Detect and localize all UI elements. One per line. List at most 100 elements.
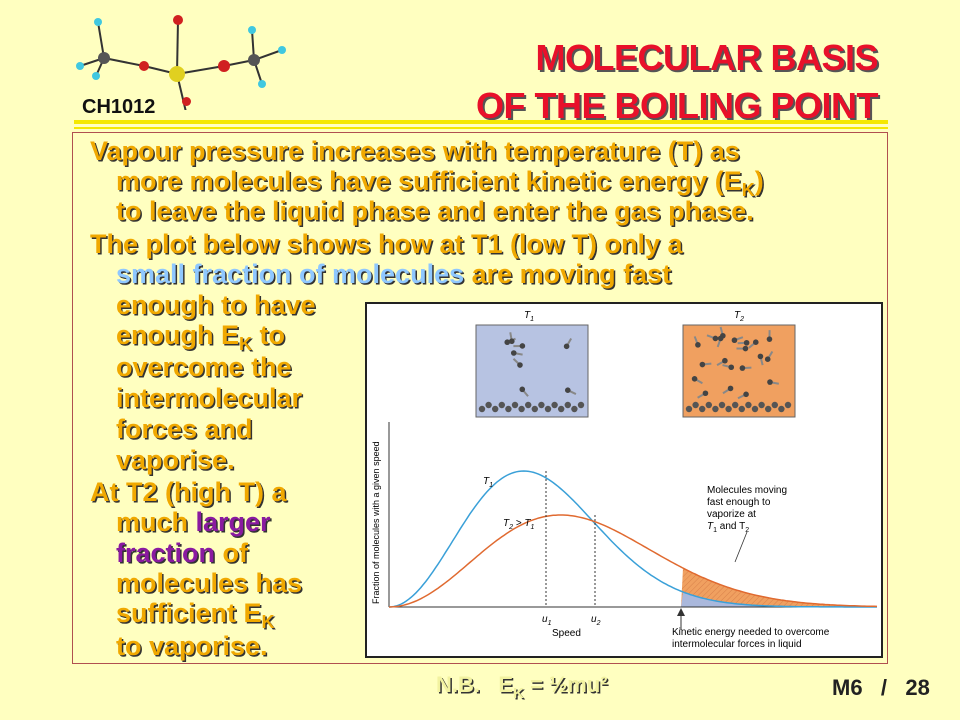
speed-distribution-figure: T1 T2 Fraction of molecules with a given… <box>365 302 883 658</box>
gas-molecule <box>519 386 526 393</box>
gas-molecule <box>519 343 526 349</box>
gas-molecule <box>722 357 728 364</box>
text-line: intermolecular <box>116 383 303 413</box>
logo-bottom-dot-icon <box>182 97 191 106</box>
nb-formula: N.B. EK = ½mu² <box>436 672 608 702</box>
liquid-molecule <box>771 401 778 409</box>
text-line: fraction of <box>116 538 249 568</box>
liquid-molecule <box>531 405 538 413</box>
liquid-molecule <box>692 401 699 409</box>
text-line: to leave the liquid phase and enter the … <box>116 196 754 226</box>
highlight-larger: larger <box>195 507 271 537</box>
t1-curve-label: T1 <box>483 476 493 489</box>
t2-distribution-curve <box>388 514 879 608</box>
liquid-molecule <box>485 401 492 409</box>
liquid-molecule <box>492 405 499 413</box>
liquid-molecule <box>544 405 552 413</box>
liquid-molecule <box>505 405 512 413</box>
u2-label: u2 <box>591 614 601 627</box>
gas-molecule <box>743 339 750 346</box>
gas-molecule <box>739 365 746 371</box>
vaporize-annotation: Molecules moving fast enough to vaporize… <box>707 485 787 534</box>
x-axis-label: Speed <box>552 628 581 639</box>
gas-molecule <box>712 335 719 342</box>
text-line: much larger <box>116 507 271 537</box>
content-box <box>72 132 888 664</box>
text-line: forces and <box>116 414 253 444</box>
text-line: enough to have <box>116 290 316 320</box>
molecule-logo-icon <box>76 15 286 110</box>
liquid-molecule <box>571 405 578 413</box>
t2-box-label: T2 <box>734 310 744 323</box>
gas-molecule <box>742 345 749 352</box>
gas-molecule <box>757 353 764 360</box>
gas-molecule <box>564 387 571 393</box>
slide-number: M6 / 28 <box>832 675 930 700</box>
gas-molecule <box>508 338 515 345</box>
liquid-molecule <box>758 401 765 409</box>
t2-container-illustration <box>682 324 796 418</box>
liquid-molecule <box>725 405 732 413</box>
gas-molecule <box>691 376 698 382</box>
title-rule-thick <box>74 120 888 124</box>
page-title-line1: MOLECULAR BASIS <box>535 37 879 78</box>
liquid-molecule <box>518 405 525 413</box>
text-line: molecules has <box>116 568 303 598</box>
liquid-molecule <box>577 401 585 409</box>
t1-distribution-curve <box>388 470 879 608</box>
title-rule-thin <box>74 127 888 129</box>
text-line: Vapour pressure increases with temperatu… <box>90 136 740 166</box>
annotation-pointer <box>734 531 748 563</box>
gas-molecule <box>764 356 771 362</box>
gas-molecule <box>563 343 570 350</box>
gas-molecule <box>695 342 701 348</box>
figure-svg: T1 T2 Fraction of molecules with a given… <box>371 310 879 650</box>
t2-curve-label: T2 > T1 <box>503 518 535 531</box>
gas-molecule <box>699 361 706 368</box>
course-code: CH1012 <box>82 96 156 118</box>
text-line: vaporise. <box>116 445 235 475</box>
gas-molecule <box>727 385 734 392</box>
liquid-molecule <box>745 401 752 409</box>
liquid-molecule <box>478 405 486 413</box>
liquid-molecule <box>564 401 571 409</box>
gas-molecule <box>731 337 738 344</box>
liquid-molecule <box>784 401 792 409</box>
gas-molecule <box>504 339 511 346</box>
t1-container-illustration <box>475 324 589 418</box>
svg-text:vaporize at: vaporize at <box>707 509 756 520</box>
t1-box-label: T1 <box>524 310 534 323</box>
liquid-molecule <box>538 401 545 409</box>
gas-molecule <box>728 364 735 371</box>
threshold-arrowhead-icon <box>677 608 685 616</box>
gas-molecule <box>767 379 773 385</box>
text-line: The plot below shows how at T1 (low T) o… <box>90 229 683 259</box>
gas-molecule <box>743 391 749 398</box>
page-title-line2: OF THE BOILING POINT <box>476 85 879 126</box>
liquid-molecule <box>751 405 759 413</box>
gas-molecule <box>766 336 773 342</box>
text-line: enough EK to <box>116 320 285 354</box>
gas-molecule <box>717 335 724 342</box>
liquid-molecule <box>511 401 519 409</box>
liquid-molecule <box>685 405 693 413</box>
liquid-molecule <box>712 405 719 413</box>
gas-molecule <box>510 350 517 356</box>
text-line: sufficient EK <box>116 598 275 632</box>
gas-molecule <box>702 390 709 397</box>
text-line: overcome the <box>116 352 292 382</box>
text-line: more molecules have sufficient kinetic e… <box>116 166 764 200</box>
liquid-molecule <box>732 401 739 409</box>
text-line: to vaporise. <box>116 631 268 661</box>
liquid-molecule <box>718 401 726 409</box>
svg-text:Molecules moving: Molecules moving <box>707 485 787 496</box>
y-axis-label: Fraction of molecules with a given speed <box>371 441 381 604</box>
threshold-caption-line1: Kinetic energy needed to overcome <box>672 627 830 638</box>
liquid-molecule <box>551 401 558 409</box>
liquid-molecule <box>778 405 785 413</box>
svg-text:fast enough to: fast enough to <box>707 497 771 508</box>
liquid-molecule <box>705 401 712 409</box>
liquid-molecule <box>699 405 706 413</box>
liquid-molecule <box>498 401 505 409</box>
highlight-small-fraction: small fraction of molecules <box>116 259 465 289</box>
